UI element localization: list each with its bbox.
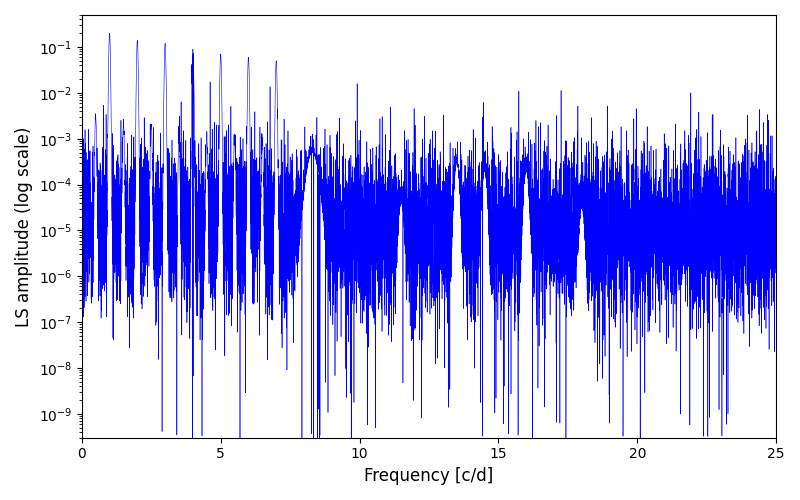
Y-axis label: LS amplitude (log scale): LS amplitude (log scale) bbox=[15, 126, 33, 326]
X-axis label: Frequency [c/d]: Frequency [c/d] bbox=[364, 467, 494, 485]
